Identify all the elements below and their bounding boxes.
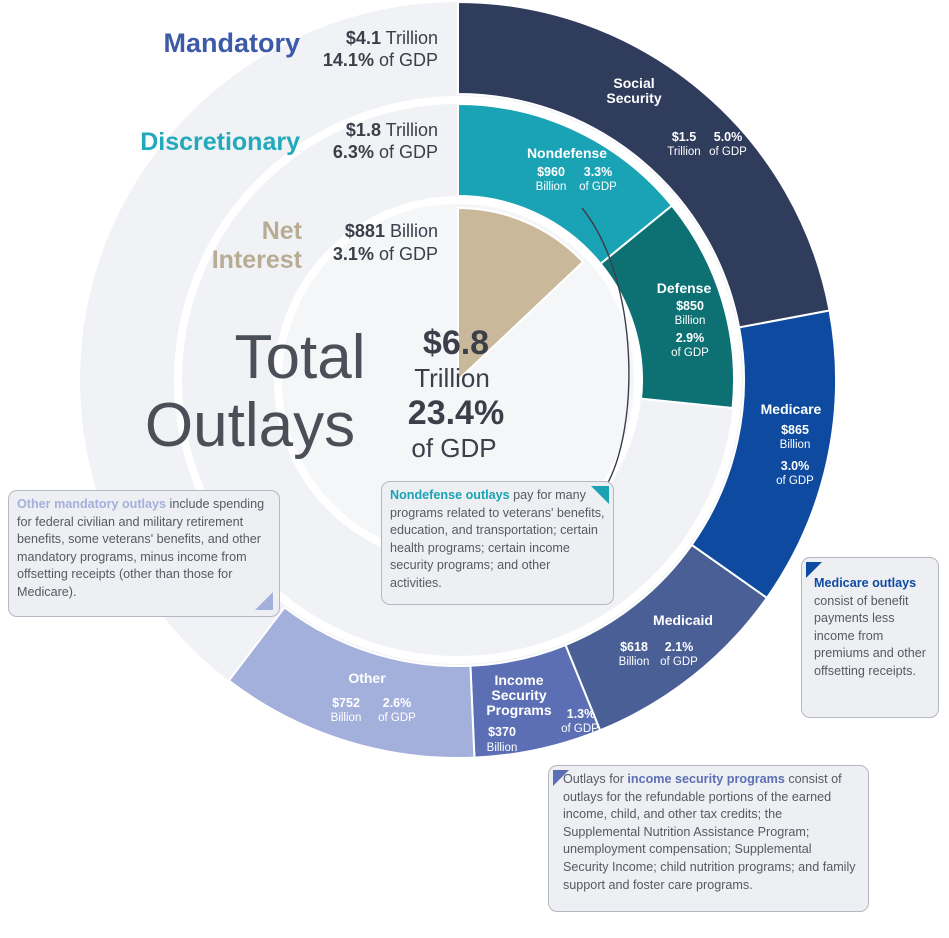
slice-label-defense-amount-unit: Billion [675,315,706,327]
nondefense-pointer [581,207,630,489]
slice-label-defense-amount: $850 [676,299,704,313]
note-corner-marker [591,486,609,504]
note-corner-marker [806,562,822,578]
net-interest-title-line1: Net [262,217,303,245]
net-interest-amount: $881 Billion [345,221,438,241]
slice-label-income-security-amount: $370 [488,725,516,739]
slice-defense [599,204,735,410]
slice-net-interest [457,206,585,383]
slice-label-medicaid-amount-unit: Billion [619,656,650,668]
note-corner-marker [255,592,273,610]
discretionary-pct: 6.3% of GDP [333,142,438,162]
slice-label-other-amount: $752 [332,696,360,710]
center-title-line2: Outlays [145,391,355,460]
slice-label-medicare-amount-unit: Billion [780,439,811,451]
slice-label-medicare-amount: $865 [781,423,809,437]
slice-label-nondefense-amount: $960 [537,165,565,179]
nondefense-note: Nondefense outlays pay for many programs… [381,481,614,605]
center-total-amount: $6.8 [423,324,489,362]
slice-label-social-security-name: Social [613,75,654,91]
slice-label-medicaid-amount: $618 [620,640,648,654]
slice-label-nondefense-amount-unit: Billion [536,181,567,193]
note-highlight: Nondefense outlays [390,488,510,502]
slice-label-medicare-pct-unit: of GDP [776,475,814,487]
note-text: consist of outlays for the refundable po… [563,772,856,892]
slice-label-medicaid-pct: 2.1% [665,640,694,654]
note-highlight: Other mandatory outlays [17,497,167,511]
slice-label-defense-name: Defense [657,280,712,296]
ring-divider [174,96,742,664]
slice-label-income-security-name: Programs [486,702,552,718]
slice-label-nondefense-name: Nondefense [527,145,607,161]
medicare-note: Medicare outlays consist of benefit paym… [801,557,939,718]
discretionary-title: Discretionary [140,128,300,156]
slice-label-social-security-pct-unit: of GDP [709,146,747,158]
net-interest-pct: 3.1% of GDP [333,244,438,264]
mandatory-pct: 14.1% of GDP [323,50,438,70]
slice-label-nondefense-pct-unit: of GDP [579,181,617,193]
center-total-pct-unit: of GDP [411,433,496,463]
slice-label-social-security-amount-unit: Trillion [667,146,700,158]
slice-label-income-security-amount-unit: Billion [487,742,518,754]
slice-label-other-pct-unit: of GDP [378,712,416,724]
center-title-line1: Total [235,323,366,392]
note-text: pay for many programs related to veteran… [390,488,605,590]
mandatory-amount: $4.1 Trillion [346,28,438,48]
slice-label-medicaid-pct-unit: of GDP [660,656,698,668]
note-highlight: Medicare outlays [814,576,917,590]
note-body: Medicare outlays consist of benefit paym… [810,563,930,681]
slice-label-other-name: Other [348,670,386,686]
slice-label-medicare-name: Medicare [761,401,822,417]
note-text: consist of benefit payments less income … [814,593,926,678]
note-highlight: income security programs [627,772,785,786]
slice-label-social-security-amount: $1.5 [672,130,696,144]
net-interest-title-line2: Interest [212,246,303,274]
slice-label-defense-pct-unit: of GDP [671,347,709,359]
slice-label-other-amount-unit: Billion [331,712,362,724]
slice-label-social-security-pct: 5.0% [714,130,743,144]
slice-other [227,606,476,759]
slice-label-medicare-pct: 3.0% [781,459,810,473]
center-total-pct: 23.4% [408,394,504,432]
slice-label-nondefense-pct: 3.3% [584,165,613,179]
slice-label-income-security-name: Security [491,687,546,703]
slice-label-defense-pct: 2.9% [676,331,705,345]
slice-label-other-pct: 2.6% [383,696,412,710]
note-corner-marker [553,770,569,786]
other-mandatory-note: Other mandatory outlays include spending… [8,490,280,617]
discretionary-amount: $1.8 Trillion [346,120,438,140]
slice-label-income-security-name: Income [494,672,543,688]
note-text: include spending for federal civilian an… [17,497,265,599]
note-prefix: Outlays for [563,772,628,786]
slice-label-social-security-name: Security [606,90,661,106]
center-total-unit: Trillion [414,363,490,393]
mandatory-title: Mandatory [163,28,300,58]
income-security-note: Outlays for income security programs con… [548,765,869,912]
slice-label-income-security-pct-unit: of GDP [561,723,599,735]
slice-label-medicaid-name: Medicaid [653,612,713,628]
slice-label-income-security-pct: 1.3% [567,707,596,721]
